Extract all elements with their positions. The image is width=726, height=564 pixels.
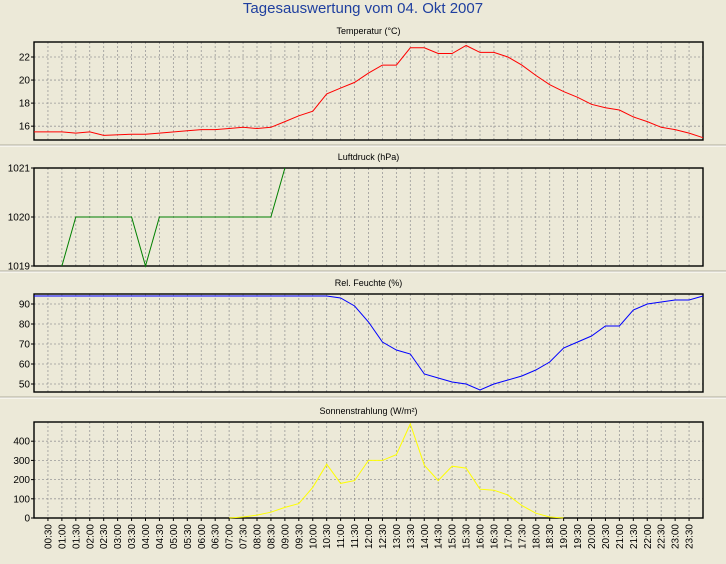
x-tick-label: 20:30 [601,524,612,549]
x-tick-label: 09:30 [294,524,305,549]
x-tick-label: 11:00 [336,524,347,549]
x-tick-label: 06:00 [197,524,208,549]
x-tick-label: 13:00 [392,524,403,549]
pressure-panel: Luftdruck (hPa) 1019 1020 1021 [8,152,704,273]
humidity-y-tick-label: 80 [19,320,31,331]
x-tick-label: 17:00 [503,524,514,549]
x-tick-label: 15:00 [448,524,459,549]
temperature-plot-frame [33,41,704,141]
x-tick-label: 00:30 [43,524,54,549]
temperature-y-tick-label: 16 [19,122,31,133]
x-tick-label: 23:30 [685,524,696,549]
x-tick-label: 05:00 [169,524,180,549]
pressure-plot-frame [33,167,704,267]
x-tick-label: 08:00 [253,524,264,549]
x-tick-label: 12:30 [378,524,389,549]
x-tick-label: 15:30 [462,524,473,549]
pressure-y-tick-label: 1020 [8,213,31,224]
pressure-y-tick-label: 1019 [8,262,31,273]
humidity-panel: Rel. Feuchte (%) 50 60 70 80 90 [19,278,704,393]
humidity-plot-frame [33,293,704,393]
solar-y-tick-label: 200 [13,475,30,486]
humidity-y-tick-label: 70 [19,340,31,351]
humidity-series-line [34,295,704,391]
x-tick-label: 09:00 [280,524,291,549]
x-tick-label: 08:30 [266,524,277,549]
x-tick-label: 12:00 [364,524,375,549]
x-tick-label: 04:30 [155,524,166,549]
solar-y-tick-label: 0 [24,514,30,525]
temperature-chart-title: Temperatur (°C) [336,26,400,36]
pressure-chart-title: Luftdruck (hPa) [338,152,400,162]
humidity-y-tick-label: 90 [19,300,31,311]
x-tick-label: 22:30 [657,524,668,549]
x-tick-label: 04:00 [141,524,152,549]
x-tick-label: 05:30 [183,524,194,549]
x-tick-label: 01:30 [71,524,82,549]
x-tick-label: 23:00 [671,524,682,549]
x-tick-label: 07:30 [239,524,250,549]
x-tick-label: 02:30 [99,524,110,549]
x-tick-label: 02:00 [85,524,96,549]
x-tick-label: 01:00 [57,524,68,549]
x-tick-label: 19:30 [573,524,584,549]
solar-series-line [229,422,564,519]
x-tick-label: 03:00 [113,524,124,549]
x-tick-label: 21:00 [615,524,626,549]
x-tick-label: 10:00 [308,524,319,549]
x-tick-label: 18:30 [545,524,556,549]
x-tick-label: 14:30 [434,524,445,549]
temperature-panel: Temperatur (°C) 16 18 20 22 [19,26,704,141]
solar-y-tick-label: 100 [13,494,30,505]
solar-y-tick-label: 300 [13,456,30,467]
humidity-y-tick-label: 50 [19,380,31,391]
pressure-series-line [61,167,286,268]
page-title: Tagesauswertung vom 04. Okt 2007 [242,0,484,17]
temperature-series-line [34,44,704,139]
x-tick-label: 10:30 [322,524,333,549]
x-tick-label: 17:30 [517,524,528,549]
x-tick-label: 06:30 [211,524,222,549]
x-tick-label: 22:00 [643,524,654,549]
x-tick-label: 07:00 [225,524,236,549]
x-tick-label: 11:30 [350,524,361,549]
x-axis: 00:30 01:00 01:30 02:00 02:30 03:00 03:30 04:00… [43,518,696,549]
temperature-y-tick-label: 22 [19,52,31,63]
x-tick-label: 13:30 [406,524,417,549]
humidity-y-tick-label: 60 [19,360,31,371]
x-tick-label: 21:30 [629,524,640,549]
x-tick-label: 19:00 [559,524,570,549]
temperature-y-tick-label: 18 [19,99,31,110]
x-tick-label: 16:30 [489,524,500,549]
solar-chart-title: Sonnenstrahlung (W/m²) [319,406,417,416]
x-tick-label: 16:00 [476,524,487,549]
x-tick-label: 14:00 [420,524,431,549]
x-tick-label: 18:00 [531,524,542,549]
x-tick-label: 03:30 [127,524,138,549]
solar-y-tick-label: 400 [13,437,30,448]
humidity-chart-title: Rel. Feuchte (%) [335,278,403,288]
x-tick-label: 20:00 [587,524,598,549]
pressure-y-tick-label: 1021 [8,164,31,175]
solar-panel: Sonnenstrahlung (W/m²) 0 100 200 300 400 [13,406,704,525]
temperature-y-tick-label: 20 [19,76,31,87]
